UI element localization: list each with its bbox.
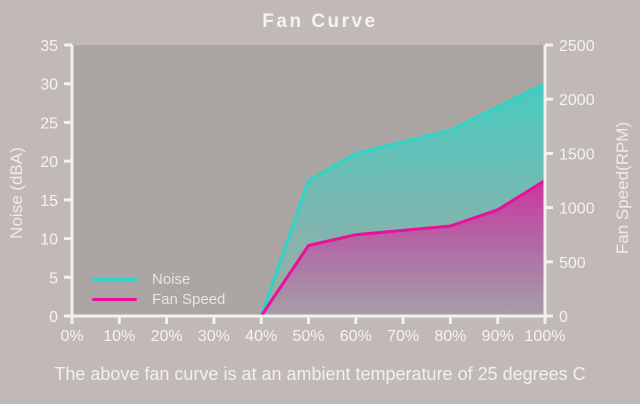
x-axis-tick-label: 80% (434, 328, 466, 345)
legend-label-noise: Noise (152, 270, 191, 288)
fan-speed-line-swatch (92, 297, 137, 301)
right-axis-tick-label: 1500 (559, 146, 595, 163)
legend: Noise Fan Speed (92, 269, 225, 309)
x-axis-tick-label: 100% (525, 328, 566, 345)
x-axis-tick-label: 50% (292, 328, 324, 345)
noise-line (259, 82, 546, 317)
x-axis-tick-label: 60% (340, 328, 372, 345)
chart-caption: The above fan curve is at an ambient tem… (54, 364, 586, 384)
x-axis-tick-label: 30% (198, 328, 230, 345)
x-axis-tick-label: 0% (60, 328, 83, 345)
x-axis-tick-label: 20% (151, 328, 183, 345)
noise-line-swatch (92, 277, 137, 281)
left-axis-tick-label: 10 (40, 232, 58, 249)
x-axis-tick-label: 70% (387, 328, 419, 345)
left-axis-tick-label: 0 (49, 309, 58, 326)
chart-title: Fan Curve (262, 11, 378, 32)
x-axis-tick-label: 10% (103, 328, 135, 345)
right-axis-tick-label: 2000 (559, 92, 595, 109)
right-axis-tick-label: 0 (559, 309, 568, 326)
legend-label-fan-speed: Fan Speed (152, 290, 226, 308)
left-axis-tick-label: 5 (49, 270, 58, 287)
x-axis-tick-label: 90% (482, 328, 514, 345)
right-axis-tick-label: 1000 (559, 201, 595, 218)
left-axis-tick-label: 20 (40, 154, 58, 171)
right-axis-tick-label: 500 (559, 255, 586, 272)
legend-item-fan-speed: Fan Speed (92, 289, 225, 309)
right-axis-tick-label: 2500 (559, 38, 595, 55)
left-axis-tick-label: 25 (40, 115, 58, 132)
x-axis-tick-label: 40% (245, 328, 277, 345)
right-axis-title: Fan Speed(RPM) (613, 121, 632, 255)
left-axis-tick-label: 35 (40, 38, 58, 55)
left-axis-tick-label: 30 (40, 77, 58, 94)
left-axis-tick-label: 15 (40, 193, 58, 210)
fan-speed-line (259, 179, 546, 317)
legend-item-noise: Noise (92, 269, 225, 289)
left-axis-title: Noise (dBA) (7, 147, 26, 239)
fan-speed-area (261, 180, 545, 316)
